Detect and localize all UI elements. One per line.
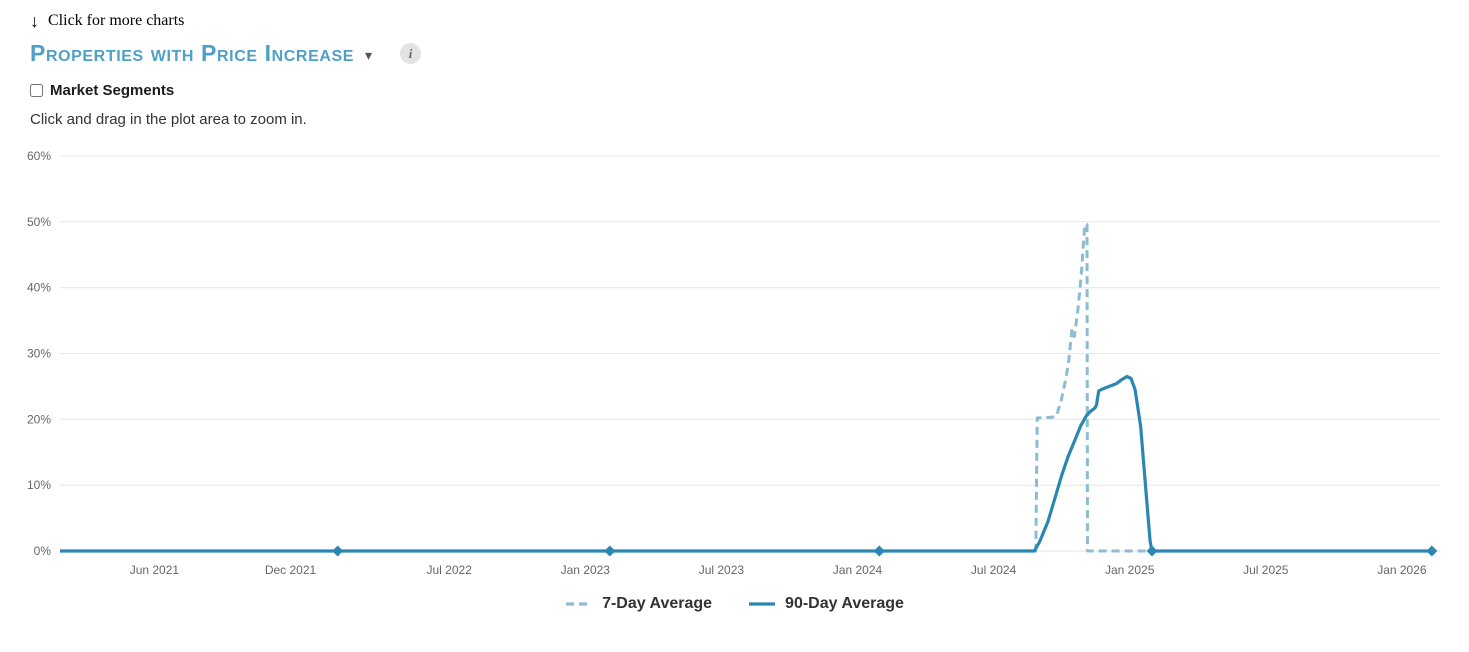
series-line-90-day-average — [60, 374, 1432, 553]
down-arrow-icon: ↓ — [30, 11, 39, 31]
y-axis-label: 20% — [27, 412, 51, 426]
x-axis-label: Jun 2021 — [130, 563, 180, 577]
title-row: Properties with Price Increase ▾ i — [30, 40, 1469, 67]
more-charts-link[interactable]: ↓ Click for more charts — [30, 12, 184, 30]
y-axis-label: 30% — [27, 347, 51, 361]
info-button[interactable]: i — [400, 43, 422, 64]
info-icon: i — [408, 46, 413, 61]
y-axis-label: 50% — [27, 215, 51, 229]
series-marker-diamond — [332, 545, 344, 557]
legend-item-7-day-average[interactable]: 7-Day Average — [565, 595, 712, 613]
y-axis-label: 10% — [27, 478, 51, 492]
market-segments-label: Market Segments — [50, 82, 175, 99]
series-marker-diamond — [604, 545, 616, 557]
x-axis-label: Jan 2025 — [1105, 563, 1155, 577]
zoom-hint-text: Click and drag in the plot area to zoom … — [30, 111, 307, 128]
chart-legend: 7-Day Average 90-Day Average — [0, 595, 1469, 613]
x-axis-label: Jul 2022 — [427, 563, 473, 577]
series-line-7-day-average — [60, 223, 1432, 553]
x-axis-label: Jul 2025 — [1243, 563, 1289, 577]
x-axis-label: Jan 2026 — [1377, 563, 1427, 577]
chart-svg[interactable]: 0% 10% 20% 30% 40% 50% 60% Jun 2021 Dec 2021 Jul … — [0, 136, 1469, 588]
legend-swatch-7-day-average — [566, 602, 593, 606]
more-charts-label: Click for more charts — [48, 12, 185, 29]
x-axis-label: Jan 2024 — [833, 563, 883, 577]
series-marker-diamond — [873, 545, 885, 557]
page-title: Properties with Price Increase — [30, 40, 355, 66]
x-axis-label: Jul 2024 — [971, 563, 1017, 577]
legend-label-90-day-average: 90-Day Average — [785, 595, 904, 612]
legend-label-7-day-average: 7-Day Average — [602, 595, 713, 612]
series-marker-diamond — [1426, 545, 1438, 557]
market-segments-control[interactable]: Market Segments — [30, 82, 174, 99]
market-segments-checkbox[interactable] — [30, 84, 43, 97]
y-axis-label: 40% — [27, 281, 51, 295]
x-axis-label: Jan 2023 — [561, 563, 611, 577]
legend-item-90-day-average[interactable]: 90-Day Average — [748, 595, 904, 613]
x-axis-label: Dec 2021 — [265, 563, 317, 577]
x-axis-label: Jul 2023 — [699, 563, 745, 577]
y-axis-label: 60% — [27, 149, 51, 163]
chart-title-dropdown[interactable]: Properties with Price Increase ▾ — [30, 40, 372, 67]
y-axis-label: 0% — [34, 544, 52, 558]
series-marker-diamond — [1146, 545, 1158, 557]
chevron-down-icon: ▾ — [365, 47, 373, 63]
chart-plot-area[interactable]: 0% 10% 20% 30% 40% 50% 60% Jun 2021 Dec 2021 Jul … — [0, 136, 1469, 593]
legend-swatch-90-day-average — [749, 602, 776, 606]
